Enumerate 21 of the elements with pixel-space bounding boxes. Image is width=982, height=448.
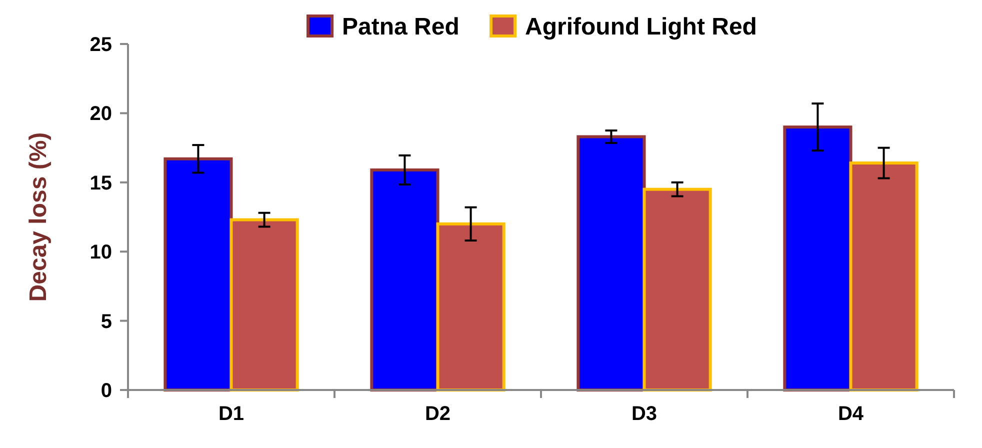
legend-label: Patna Red <box>342 13 460 40</box>
bar <box>642 188 712 392</box>
x-tick-label: D1 <box>218 403 244 425</box>
y-tick-label: 25 <box>90 34 112 56</box>
legend-label: Agrifound Light Red <box>525 13 757 40</box>
bar <box>436 222 506 392</box>
bar <box>370 168 440 392</box>
y-tick-label: 5 <box>100 310 112 333</box>
y-tick-label: 0 <box>100 380 112 402</box>
x-tick-label: D3 <box>631 403 658 425</box>
y-tick-label: 10 <box>90 242 112 264</box>
bar <box>849 162 918 392</box>
bar <box>230 218 299 392</box>
y-axis-title: Decay loss (%) <box>25 132 52 302</box>
y-tick-label: 15 <box>90 172 112 194</box>
y-tick-label: 20 <box>90 103 112 126</box>
x-tick-label: D2 <box>424 403 451 425</box>
bar <box>576 135 646 392</box>
bar <box>783 126 852 392</box>
x-tick-label: D4 <box>838 403 864 425</box>
bar <box>164 157 233 392</box>
